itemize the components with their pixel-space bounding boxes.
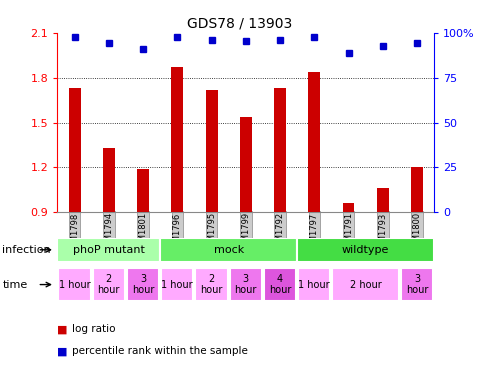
Text: time: time — [2, 280, 28, 290]
Text: phoP mutant: phoP mutant — [73, 245, 145, 255]
Text: 1 hour: 1 hour — [298, 280, 330, 290]
Text: 4
hour: 4 hour — [269, 274, 291, 295]
Bar — [206, 90, 218, 212]
Bar — [411, 168, 423, 212]
Bar — [58, 268, 91, 301]
Text: ■: ■ — [57, 346, 68, 356]
Bar — [308, 72, 320, 212]
Bar — [93, 268, 125, 301]
Bar — [196, 268, 228, 301]
Text: 3
hour: 3 hour — [235, 274, 257, 295]
Bar — [171, 67, 183, 212]
Text: wildtype: wildtype — [342, 245, 389, 255]
Text: percentile rank within the sample: percentile rank within the sample — [72, 346, 248, 356]
Bar — [230, 268, 262, 301]
Text: 3
hour: 3 hour — [406, 274, 428, 295]
Bar — [137, 169, 149, 212]
Bar — [274, 88, 286, 212]
Bar — [240, 117, 252, 212]
Bar — [161, 268, 193, 301]
Bar — [297, 238, 434, 262]
Bar — [332, 268, 399, 301]
Bar — [103, 148, 115, 212]
Text: 2
hour: 2 hour — [200, 274, 223, 295]
Text: mock: mock — [214, 245, 244, 255]
Bar — [342, 203, 354, 212]
Text: 1 hour: 1 hour — [59, 280, 90, 290]
Text: GDS78 / 13903: GDS78 / 13903 — [187, 16, 292, 30]
Text: log ratio: log ratio — [72, 324, 116, 335]
Bar — [57, 238, 160, 262]
Bar — [160, 238, 297, 262]
Bar — [264, 268, 296, 301]
Bar — [127, 268, 159, 301]
Bar — [298, 268, 330, 301]
Text: 2 hour: 2 hour — [350, 280, 382, 290]
Bar — [401, 268, 433, 301]
Text: infection: infection — [2, 245, 51, 255]
Bar — [68, 88, 80, 212]
Text: ■: ■ — [57, 324, 68, 335]
Bar — [377, 188, 389, 212]
Text: 1 hour: 1 hour — [162, 280, 193, 290]
Text: 3
hour: 3 hour — [132, 274, 154, 295]
Text: 2
hour: 2 hour — [98, 274, 120, 295]
